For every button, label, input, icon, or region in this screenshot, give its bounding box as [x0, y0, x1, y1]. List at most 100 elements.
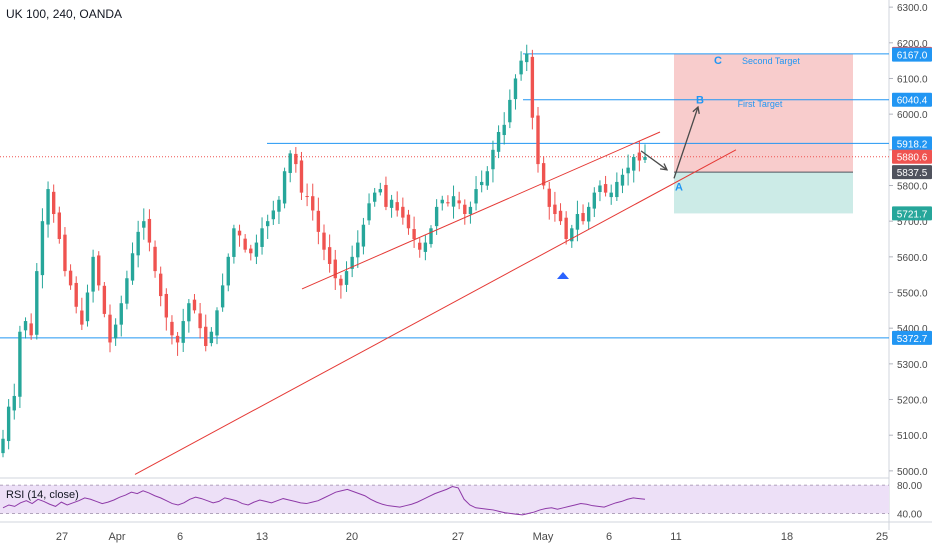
- candle-body: [130, 253, 135, 281]
- candle-body: [175, 335, 180, 343]
- candle-body: [288, 153, 292, 173]
- candle-body: [97, 255, 101, 286]
- rsi-label: RSI (14, close): [6, 489, 79, 501]
- candle-body: [158, 273, 163, 297]
- candle-body: [147, 218, 152, 243]
- candle-body: [192, 299, 197, 311]
- time-tick-label: 27: [56, 531, 68, 543]
- candle-body: [598, 185, 602, 193]
- candle-body: [570, 228, 574, 242]
- price-tick-label: 5000.0: [897, 467, 928, 478]
- candle-body: [254, 242, 259, 257]
- candle-body: [412, 229, 416, 239]
- price-tag-label: 5880.6: [897, 153, 928, 164]
- candle-body: [592, 192, 597, 209]
- candle-body: [344, 271, 349, 285]
- projection-arrow-up-head: [692, 105, 700, 115]
- trendline: [134, 149, 737, 475]
- candle-body: [372, 192, 377, 202]
- candle-body: [311, 196, 315, 211]
- candle-body: [620, 174, 625, 186]
- time-tick-label: 18: [781, 531, 793, 543]
- time-tick-label: 11: [670, 531, 681, 543]
- candle-body: [198, 313, 202, 329]
- candle-body: [423, 242, 428, 252]
- candle-body: [519, 60, 523, 75]
- candle-body: [277, 199, 281, 212]
- time-tick-label: 6: [606, 531, 612, 543]
- candle-body: [237, 230, 242, 236]
- time-tick-label: 6: [177, 531, 183, 543]
- candle-body: [479, 181, 484, 186]
- candle-body: [502, 124, 506, 136]
- price-tick-label: 6300.0: [897, 3, 928, 14]
- time-tick-label: 20: [346, 531, 358, 543]
- price-tag-label: 5721.7: [897, 209, 928, 220]
- price-tag: [892, 136, 932, 151]
- candle-body: [29, 323, 33, 336]
- candle-body: [468, 206, 473, 215]
- annotation-label: C: [714, 55, 722, 67]
- candle-body: [187, 303, 191, 322]
- candle-body: [586, 206, 591, 222]
- price-tick-label: 6200.0: [897, 39, 928, 50]
- candle-body: [350, 256, 354, 269]
- candle-body: [215, 310, 219, 336]
- candle-body: [249, 248, 253, 254]
- candle-body: [91, 256, 95, 292]
- candle-body: [440, 199, 444, 204]
- candle-body: [474, 189, 478, 204]
- projection-arrow-up: [673, 106, 699, 179]
- candle-body: [51, 191, 56, 215]
- candle-body: [35, 271, 39, 335]
- candle-body: [446, 202, 450, 204]
- candle-body: [74, 282, 78, 307]
- candle-body: [265, 221, 270, 227]
- candle-body: [463, 204, 467, 215]
- candle-body: [643, 156, 647, 160]
- annotation-label: First Target: [738, 99, 783, 109]
- candle-body: [367, 203, 371, 221]
- candle-body: [243, 238, 247, 250]
- candle-body: [434, 206, 439, 227]
- candle-body: [204, 326, 208, 347]
- price-tick-label: 5600.0: [897, 253, 928, 264]
- candle-body: [530, 56, 535, 118]
- candle-body: [164, 293, 169, 318]
- candle-body: [102, 285, 107, 314]
- candle-body: [271, 210, 276, 220]
- price-tag: [892, 47, 932, 62]
- candle-body: [513, 78, 518, 100]
- candle-body: [541, 163, 546, 186]
- candle-body: [536, 115, 540, 165]
- candle-body: [63, 234, 67, 272]
- candle-body: [68, 270, 73, 286]
- candle-body: [553, 204, 557, 215]
- price-tick-label: 5100.0: [897, 431, 928, 442]
- candle-body: [581, 213, 585, 222]
- price-tag: [892, 206, 932, 221]
- candle-body: [220, 285, 225, 308]
- candle-body: [57, 212, 62, 239]
- time-tick-label: 13: [256, 531, 268, 543]
- candle-body: [361, 224, 366, 247]
- candle-body: [632, 156, 636, 171]
- candle-body: [339, 278, 343, 286]
- price-tag-label: 6167.0: [897, 51, 928, 62]
- annotation-label: Second Target: [742, 56, 800, 66]
- candle-body: [333, 259, 337, 279]
- candle-body: [558, 210, 563, 222]
- price-tag-label: 6040.4: [897, 96, 928, 107]
- candle-body: [575, 214, 580, 230]
- candle-body: [609, 192, 613, 198]
- candle-body: [615, 181, 619, 198]
- rsi-line: [2, 485, 646, 516]
- candle-body: [209, 331, 214, 344]
- candle-body: [113, 324, 118, 339]
- triangle-marker: [557, 272, 569, 279]
- candle-body: [356, 242, 360, 258]
- price-tick-label: 5800.0: [897, 181, 928, 192]
- price-tag: [892, 149, 932, 164]
- price-tag: [892, 330, 932, 345]
